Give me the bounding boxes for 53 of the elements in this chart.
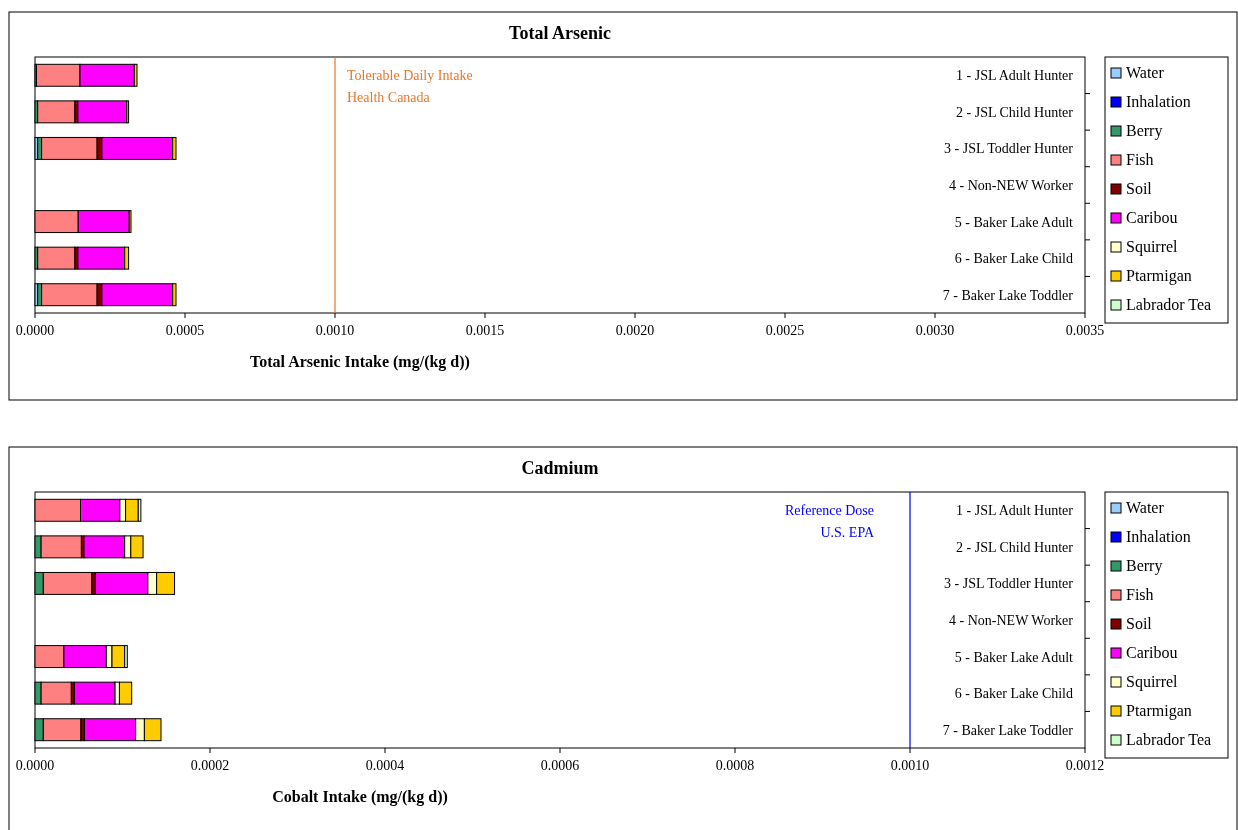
x-tick-label: 0.0005 [165,323,205,338]
y-tick-label: 6 - Baker Lake Child [954,251,1073,267]
legend-label: Berry [1126,557,1163,575]
x-tick-label: 0.0012 [1065,758,1105,773]
x-tick-label: 0.0008 [715,758,755,773]
chart-title: Cadmium [521,458,599,478]
y-tick-label: 2 - JSL Child Hunter [956,539,1074,555]
x-tick-label: 0.0015 [465,323,505,338]
y-tick-label: 7 - Baker Lake Toddler [942,722,1074,738]
y-tick-label: 4 - Non-NEW Worker [949,178,1074,193]
y-tick-label: 3 - JSL Toddler Hunter [944,141,1074,157]
ref-line-label: Tolerable Daily Intake Health Canada [347,68,473,105]
x-tick-label: 0.0010 [315,323,355,338]
legend-label: Fish [1126,586,1154,603]
y-tick-label: 1 - JSL Adult Hunter [956,503,1074,519]
x-tick-label: 0.0030 [915,323,955,338]
y-tick-label: 6 - Baker Lake Child [954,686,1073,702]
x-tick-label: 0.0002 [190,758,230,773]
legend-label: Soil [1126,180,1153,197]
legend-label: Water [1126,64,1165,81]
chart-title: Total Arsenic [509,23,611,43]
ref-line-label: Reference Dose U.S. EPA [784,503,875,540]
legend-label: Inhalation [1126,93,1191,110]
x-axis-title: Total Arsenic Intake (mg/(kg d)) [250,353,470,371]
legend-label: Squirrel [1126,238,1179,256]
y-tick-label: 5 - Baker Lake Adult [954,214,1074,230]
legend-label: Ptarmigan [1126,267,1192,285]
x-tick-label: 0.0006 [540,758,580,773]
x-tick-label: 0.0020 [615,323,655,338]
y-tick-label: 1 - JSL Adult Hunter [956,68,1074,84]
y-tick-label: 2 - JSL Child Hunter [956,104,1074,120]
x-axis-title: Cobalt Intake (mg/(kg d)) [272,788,448,806]
legend-label: Ptarmigan [1126,702,1192,720]
x-tick-label: 0.0004 [365,758,405,773]
y-tick-label: 3 - JSL Toddler Hunter [944,576,1074,592]
y-tick-label: 4 - Non-NEW Worker [949,613,1074,628]
legend-label: Fish [1126,151,1154,168]
x-tick-label: 0.0000 [15,758,55,773]
x-tick-label: 0.0025 [765,323,805,338]
y-tick-label: 7 - Baker Lake Toddler [942,287,1074,303]
legend-label: Squirrel [1126,673,1179,691]
legend-label: Water [1126,499,1165,516]
y-tick-label: 5 - Baker Lake Adult [954,649,1074,665]
x-tick-label: 0.0010 [890,758,930,773]
legend-label: Labrador Tea [1126,731,1212,748]
legend-label: Caribou [1126,209,1178,226]
x-tick-label: 0.0035 [1065,323,1105,338]
legend-label: Berry [1126,122,1163,140]
legend-label: Caribou [1126,644,1178,661]
x-tick-label: 0.0000 [15,323,55,338]
legend-label: Soil [1126,615,1153,632]
legend-label: Labrador Tea [1126,296,1212,313]
legend-label: Inhalation [1126,528,1191,545]
